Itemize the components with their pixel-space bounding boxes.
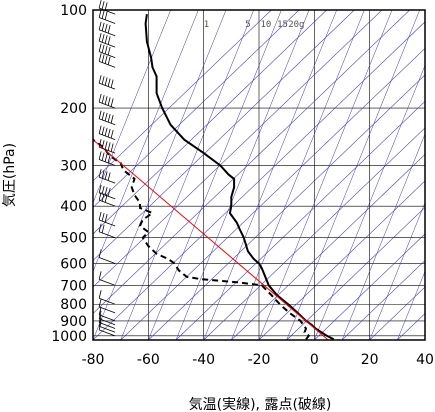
adiabat-line: [203, 10, 337, 340]
temperature-line: [144, 14, 335, 340]
mixing-ratio-label: 10: [260, 20, 271, 30]
wind-barb: [98, 306, 116, 322]
adiabat-line: [341, 133, 425, 340]
x-tick-labels: -80 -60 -40 -20 0 20 40: [82, 352, 434, 368]
isotherm-line: [258, 180, 425, 340]
adiabat-line: [148, 10, 282, 340]
isotherm-line: [314, 233, 425, 340]
x-tick-label: 20: [361, 352, 379, 368]
wind-barb: [98, 211, 116, 227]
y-tick-label: 500: [60, 231, 87, 247]
isotherm-line: [93, 10, 410, 314]
mixing-ratio-label: 20g: [288, 20, 304, 30]
mixing-ratio-labels: 1 5 10 15 20g: [204, 20, 305, 30]
x-tick-label: -80: [82, 352, 105, 368]
wind-barbs: [98, 0, 116, 337]
y-tick-label: 800: [60, 297, 87, 313]
y-axis-label: 気圧(hPa): [2, 143, 18, 207]
isotherm-line: [93, 21, 425, 340]
adiabat-line: [397, 270, 425, 340]
wind-barb: [98, 290, 116, 305]
isotherm-line: [203, 127, 425, 340]
y-tick-label: 400: [60, 199, 87, 215]
adiabat-line: [314, 64, 425, 340]
x-tick-label: -20: [248, 352, 271, 368]
x-tick-label: 40: [416, 352, 434, 368]
adiabat-line: [175, 10, 310, 340]
y-tick-label: 700: [60, 278, 87, 294]
wind-barb: [98, 298, 116, 314]
wind-barb: [98, 310, 116, 326]
series-lines: [93, 14, 335, 340]
wind-barb: [98, 151, 116, 166]
mixing-ratio-label: 5: [245, 20, 250, 30]
wind-barb: [98, 21, 116, 37]
wind-barb: [98, 169, 116, 184]
wind-barb: [98, 271, 116, 286]
y-tick-label: 100: [60, 3, 87, 19]
y-tick-label: 300: [60, 158, 87, 174]
wind-barb: [98, 93, 116, 109]
plot-frame: [92, 9, 426, 341]
isotherm-line: [148, 74, 425, 340]
wind-barb: [98, 184, 116, 200]
y-tick-label: 1000: [51, 329, 87, 345]
x-tick-label: -40: [192, 352, 215, 368]
x-axis-label: 気温(実線), 露点(破線): [189, 397, 332, 412]
wind-barb: [98, 110, 116, 126]
isotherm-line: [286, 207, 425, 340]
y-tick-label: 900: [60, 314, 87, 330]
y-tick-label: 200: [60, 101, 87, 117]
adiabat-line: [258, 10, 393, 340]
wind-barb: [98, 249, 116, 264]
adiabat-line: [93, 10, 199, 273]
wind-barb: [98, 43, 116, 58]
reference-line: [93, 139, 329, 340]
isotherm-line: [93, 10, 272, 182]
isotherm-line: [93, 10, 383, 288]
isotherm-line: [93, 10, 327, 235]
skewed-isotherms: [93, 10, 425, 340]
adiabat-line: [93, 10, 171, 204]
wind-barb: [98, 53, 116, 68]
y-tick-label: 600: [60, 257, 87, 273]
mixing-ratio-label: 15: [277, 20, 288, 30]
x-tick-label: 0: [310, 352, 319, 368]
adiabat-line: [286, 10, 420, 340]
wind-barb: [98, 125, 116, 141]
isotherm-line: [341, 260, 425, 340]
wind-barb: [98, 139, 116, 154]
x-tick-label: -60: [137, 352, 160, 368]
wind-barb: [98, 223, 116, 239]
wind-barb: [98, 33, 116, 48]
wind-barb: [98, 9, 116, 24]
wind-barb: [98, 75, 116, 90]
isotherm-line: [231, 154, 425, 340]
wind-barb: [98, 0, 116, 15]
adiabat-line: [120, 10, 254, 340]
isotherm-line: [175, 100, 425, 340]
isotherm-line: [93, 10, 300, 208]
isotherm-line: [120, 47, 425, 340]
adiabat-line: [369, 202, 425, 340]
dewpoint-line: [93, 138, 311, 340]
isotherm-line: [93, 10, 355, 261]
mixing-ratio-label: 1: [204, 20, 209, 30]
